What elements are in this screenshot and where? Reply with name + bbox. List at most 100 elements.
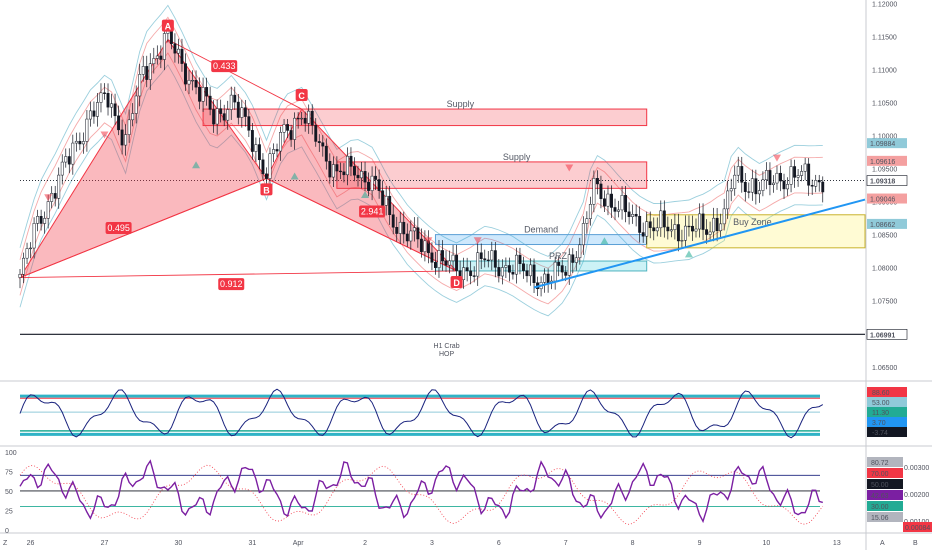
ratio-label: 0.433	[213, 61, 236, 71]
pattern-point-label: D	[453, 278, 460, 288]
time-tick-label: 26	[27, 540, 35, 547]
candle-body	[476, 252, 480, 277]
candle-body	[261, 159, 265, 175]
candle-body	[384, 195, 388, 206]
candle-body	[514, 254, 518, 275]
candle-body	[78, 140, 82, 145]
candle-body	[324, 145, 328, 162]
candle-body	[444, 260, 448, 266]
ratio-label-box	[359, 205, 386, 218]
sell-signal-marker	[424, 237, 433, 245]
time-axis[interactable]: 26 27 30 31 Apr 2 3 6 7 8 9 10 13 Z A B	[3, 540, 918, 547]
right-price-axis[interactable]: 1.065001.070001.075001.080001.085001.090…	[866, 1, 908, 372]
candle-body	[814, 180, 818, 187]
candle-body	[25, 248, 29, 259]
candle-body	[88, 110, 92, 120]
candle-body	[455, 254, 459, 271]
price-tick-label: 1.08000	[872, 266, 897, 273]
candle-body	[296, 117, 300, 120]
candle-body	[768, 170, 772, 185]
candle-body	[110, 103, 113, 108]
candle-body	[388, 195, 392, 216]
candle-body	[134, 95, 138, 114]
sell-signal-marker	[565, 164, 574, 172]
candle-body	[793, 166, 797, 178]
pattern-ratio-line	[19, 178, 267, 278]
candle-body	[775, 172, 779, 184]
candle-body	[106, 92, 110, 108]
candle-body	[779, 172, 782, 182]
candle-body	[310, 110, 314, 126]
candle-body	[60, 161, 64, 176]
candle-body	[786, 184, 789, 190]
candle-body	[564, 271, 568, 276]
candle-body	[437, 250, 441, 268]
candle-body	[148, 63, 152, 80]
candle-body	[416, 227, 420, 240]
candle-body	[155, 55, 159, 59]
candle-body	[754, 178, 758, 195]
candle-body	[789, 166, 793, 185]
candle-body	[300, 117, 304, 120]
pattern-ratio-line	[167, 39, 302, 110]
ratio-label: 0.495	[107, 223, 130, 233]
candle-body	[250, 130, 254, 152]
price-tick-label: 1.10000	[872, 133, 897, 140]
candle-body	[159, 55, 163, 60]
candle-body	[595, 178, 599, 185]
candle-body	[472, 275, 476, 277]
buy-signal-marker	[192, 161, 201, 169]
candle-body	[430, 252, 434, 263]
ratio-label-box	[211, 60, 238, 73]
price-tick-label: 1.11500	[872, 34, 897, 41]
candle-body	[743, 182, 747, 192]
candle-body	[405, 233, 409, 242]
osc2-level-label: 15.06	[871, 515, 889, 522]
candle-body	[145, 66, 149, 80]
candle-body	[71, 142, 75, 165]
ratio-label-box	[218, 278, 245, 291]
candle-body	[57, 174, 61, 199]
price-marker-label: 1.09318	[870, 179, 895, 186]
candle-body	[314, 124, 318, 142]
candle-body	[691, 225, 694, 232]
price-tick-label: 1.11000	[872, 67, 897, 74]
time-tick-label: 6	[497, 540, 501, 547]
candle-body	[335, 164, 339, 172]
candle-body	[733, 174, 737, 189]
zone-supply	[202, 108, 648, 127]
zone-buy	[646, 214, 866, 249]
time-tick-label: 9	[698, 540, 702, 547]
osc1-level-marker	[867, 417, 907, 427]
osc1-line	[19, 388, 824, 439]
osc2-secondary-label: 0.00084	[905, 525, 930, 532]
osc1-level-label: 53.00	[872, 400, 890, 407]
candle-body	[64, 156, 68, 163]
sell-signal-marker	[100, 131, 109, 139]
ratio-label: 0.912	[220, 279, 243, 289]
candle-body	[201, 87, 205, 102]
candle-body	[293, 117, 297, 140]
candle-body	[184, 63, 187, 85]
candle-body	[708, 231, 712, 235]
osc1-level-label: 88.60	[872, 390, 890, 397]
osc2-level-label: 80.72	[871, 460, 889, 467]
candle-body	[303, 117, 307, 124]
sell-signal-marker	[44, 194, 53, 202]
candle-body	[187, 80, 191, 85]
osc2-level-label: 70.00	[871, 471, 889, 478]
osc1-level-label: -3.74	[872, 430, 888, 437]
candle-body	[585, 218, 589, 224]
candle-body	[529, 264, 532, 277]
osc2-level-marker	[867, 490, 903, 500]
candle-body	[92, 110, 96, 117]
ratio-label: 2.941	[361, 206, 384, 216]
candle-body	[451, 254, 455, 262]
osc1-level-marker	[867, 407, 907, 417]
candle-body	[268, 153, 272, 179]
candle-body	[236, 101, 240, 118]
candle-body	[624, 195, 628, 213]
osc2-level-marker	[867, 479, 903, 489]
